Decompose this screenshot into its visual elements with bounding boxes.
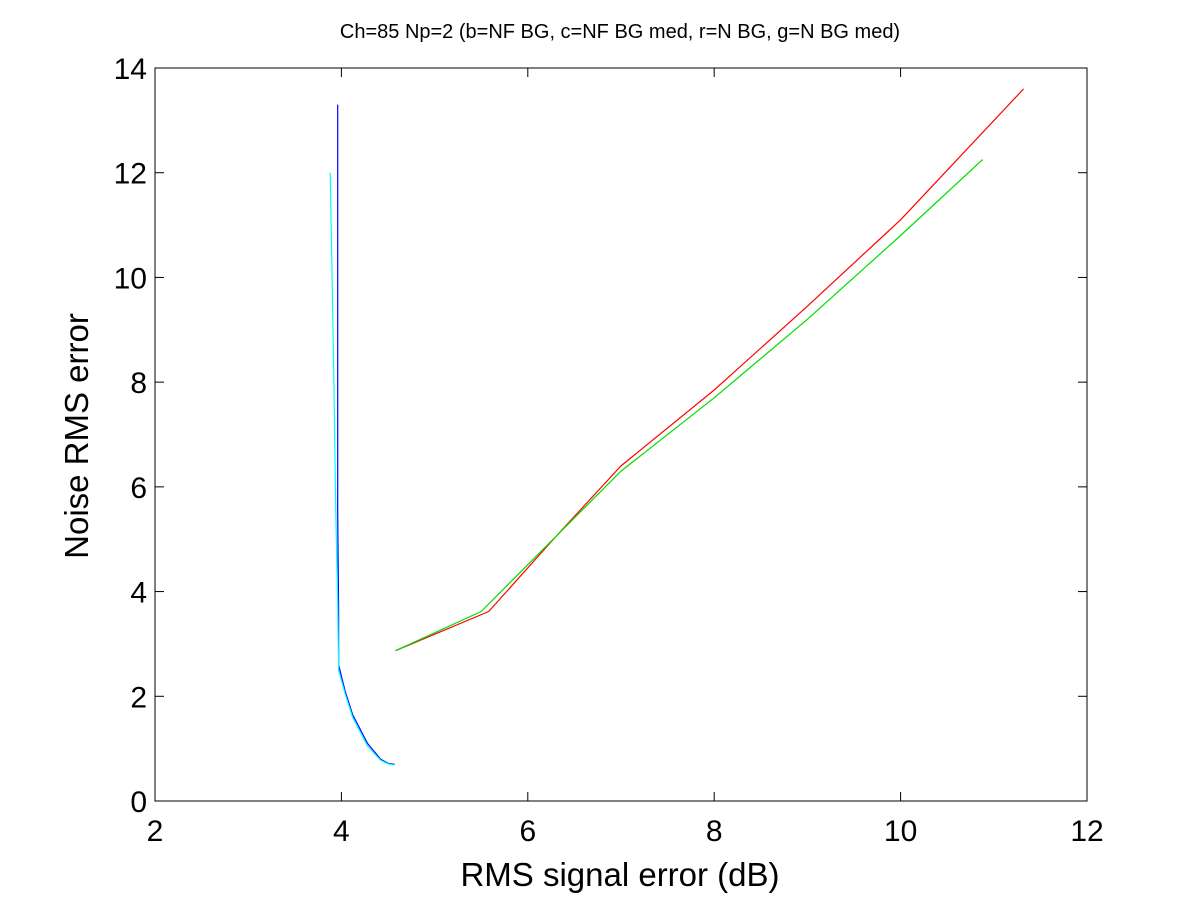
- y-tick-label: 0: [130, 786, 147, 819]
- plot-frame: [154, 67, 1088, 802]
- x-tick-label: 4: [333, 815, 350, 848]
- y-tick-label: 4: [130, 577, 147, 610]
- y-axis-title: Noise RMS error: [58, 313, 95, 559]
- y-tick-label: 6: [130, 472, 147, 505]
- chart-title: Ch=85 Np=2 (b=NF BG, c=NF BG med, r=N BG…: [340, 21, 900, 43]
- x-tick-label: 2: [147, 815, 164, 848]
- x-tick-label: 8: [706, 815, 723, 848]
- y-tick-label: 12: [114, 158, 147, 191]
- x-tick-label: 10: [884, 815, 917, 848]
- x-axis-title: RMS signal error (dB): [460, 856, 779, 893]
- y-tick-label: 8: [130, 367, 147, 400]
- y-tick-label: 2: [130, 681, 147, 714]
- series-line-4: [395, 159, 984, 652]
- y-tick-label: 10: [114, 262, 147, 295]
- x-tick-label: 12: [1070, 815, 1103, 848]
- x-tick-label: 6: [519, 815, 536, 848]
- series-line-3: [395, 88, 1025, 652]
- y-tick-label: 14: [114, 53, 147, 86]
- series-line-2: [329, 172, 394, 766]
- series-line-1: [337, 104, 395, 765]
